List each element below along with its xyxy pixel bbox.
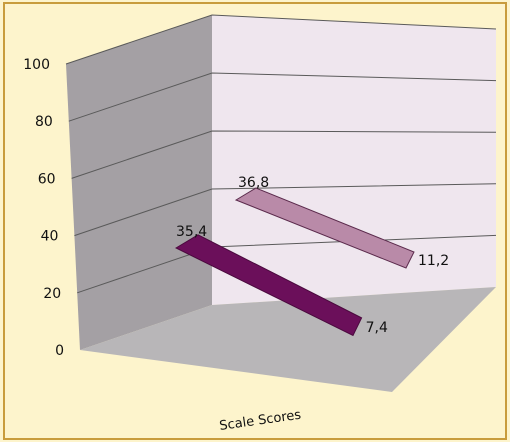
x-axis-title: Scale Scores xyxy=(218,408,302,434)
y-tick-label: 20 xyxy=(43,286,61,302)
y-tick-label: 60 xyxy=(38,171,56,187)
chart-frame xyxy=(3,2,507,440)
y-tick-label: 40 xyxy=(41,229,59,245)
series-ribbon xyxy=(234,187,415,269)
y-tick-label: 80 xyxy=(35,114,53,130)
floor xyxy=(80,287,496,392)
gridline xyxy=(65,14,497,65)
gridline xyxy=(71,130,497,179)
data-label: 36,8 xyxy=(238,175,269,191)
left-wall xyxy=(66,15,212,350)
data-labels: 36,8 11,2 35,4 7,4 xyxy=(176,175,449,336)
gridlines xyxy=(65,14,497,294)
data-label: 35,4 xyxy=(176,224,207,240)
back-wall xyxy=(212,15,496,305)
series-ribbon xyxy=(174,234,363,337)
gridline xyxy=(68,72,497,122)
y-tick-label: 0 xyxy=(55,343,64,359)
data-label: 11,2 xyxy=(418,253,449,269)
y-axis-ticks: 0 20 40 60 80 100 xyxy=(23,57,64,359)
data-label: 7,4 xyxy=(366,320,388,336)
y-tick-label: 100 xyxy=(23,57,50,73)
gridline xyxy=(74,183,497,237)
series-ribbons xyxy=(174,187,415,337)
